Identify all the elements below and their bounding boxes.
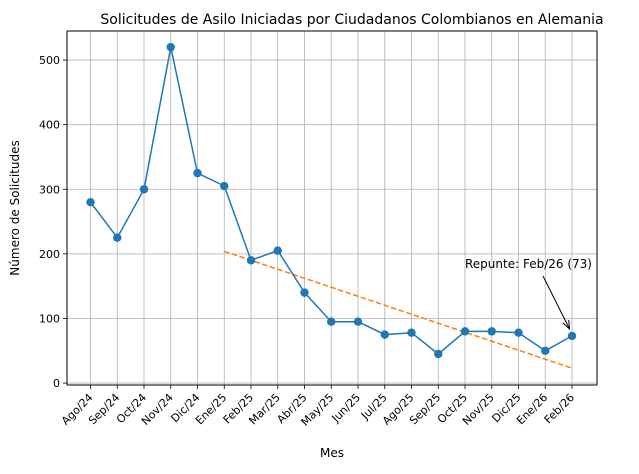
data-point bbox=[514, 328, 523, 337]
annotation-arrow-line bbox=[542, 275, 570, 330]
series-layer bbox=[86, 42, 577, 359]
trend-line bbox=[224, 250, 573, 369]
chart-title: Solicitudes de Asilo Iniciadas por Ciuda… bbox=[100, 12, 603, 28]
data-point bbox=[487, 327, 496, 336]
x-axis: Ago/24Sep/24Oct/24Nov/24Dic/24Ene/25Feb/… bbox=[59, 385, 577, 429]
data-point bbox=[246, 256, 256, 265]
data-point bbox=[541, 346, 550, 355]
data-point bbox=[434, 349, 443, 359]
data-point bbox=[86, 197, 95, 207]
data-point bbox=[273, 246, 282, 255]
y-axis: 0 100 200 300 400 500 bbox=[39, 54, 67, 390]
data-point bbox=[327, 317, 336, 326]
data-point bbox=[166, 42, 175, 52]
data-point bbox=[113, 233, 122, 242]
annotation-layer: Repunte: Feb/26 (73) bbox=[465, 257, 592, 331]
annotation-arrow-head bbox=[562, 319, 571, 331]
data-point bbox=[380, 330, 389, 339]
y-tick-label: 200 bbox=[39, 248, 60, 261]
y-tick-label: 100 bbox=[39, 312, 60, 325]
y-tick-label: 500 bbox=[39, 54, 60, 67]
annotation-label: Repunte: Feb/26 (73) bbox=[465, 257, 592, 271]
data-point bbox=[193, 168, 202, 178]
y-tick-label: 400 bbox=[39, 119, 60, 132]
data-point bbox=[139, 185, 149, 194]
y-tick-label: 0 bbox=[53, 377, 60, 390]
x-tick-label: Feb/26 bbox=[542, 391, 577, 426]
data-point bbox=[407, 328, 416, 337]
x-tick-label: Jun/25 bbox=[329, 391, 364, 426]
y-axis-label: Número de Solicitudes bbox=[8, 140, 22, 275]
data-point bbox=[353, 317, 363, 326]
data-point bbox=[220, 181, 229, 191]
plot-frame bbox=[66, 30, 598, 386]
grid-lines bbox=[67, 31, 597, 385]
trend-layer bbox=[224, 250, 573, 369]
data-point bbox=[567, 331, 577, 341]
data-point bbox=[300, 288, 309, 297]
x-axis-label: Mes bbox=[320, 446, 344, 460]
data-point bbox=[460, 327, 470, 336]
y-tick-label: 300 bbox=[39, 183, 60, 196]
